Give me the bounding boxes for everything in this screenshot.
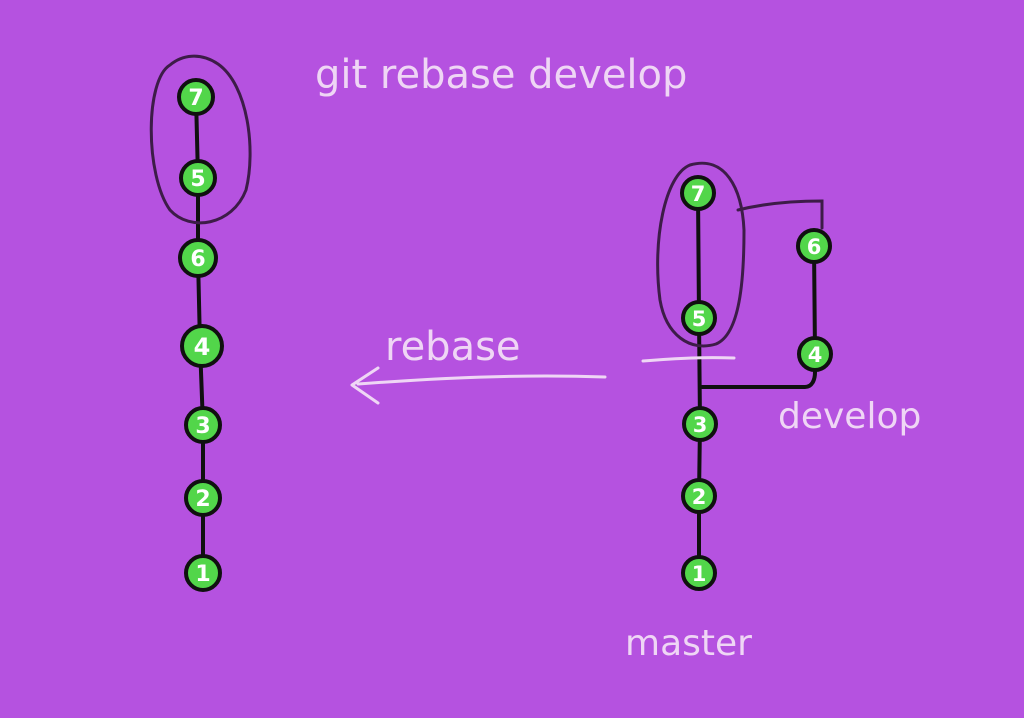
- master-branch-label: master: [625, 623, 752, 664]
- develop-commit-6: 6: [796, 228, 832, 264]
- commit-label: 2: [195, 487, 210, 512]
- right-commit-5: 5: [681, 300, 717, 336]
- cut-marker-line: [641, 356, 736, 363]
- diagram-title: git rebase develop: [315, 52, 687, 98]
- left-commit-7: 7: [177, 78, 215, 116]
- commit-label: 6: [807, 235, 822, 259]
- commit-label: 4: [194, 333, 211, 361]
- commit-label: 3: [693, 413, 708, 437]
- right-commit-graph: 7 5 3 2 1 6 4 develop master: [625, 161, 921, 664]
- commit-label: 1: [692, 562, 707, 586]
- right-commit-2: 2: [681, 478, 717, 514]
- develop-branch-connector: [700, 244, 817, 389]
- commit-label: 3: [195, 414, 210, 439]
- left-arrowhead-icon: [350, 366, 380, 405]
- left-selection-ellipse: [149, 54, 252, 225]
- left-commit-graph: 7 5 6 4 3 2 1: [149, 54, 252, 592]
- rebase-arrow-label: rebase: [385, 324, 521, 370]
- commit-label: 7: [691, 182, 706, 206]
- left-commit-5: 5: [179, 159, 217, 197]
- right-commit-1: 1: [681, 555, 717, 591]
- left-commit-6: 6: [178, 238, 218, 278]
- left-commit-4: 4: [180, 324, 224, 368]
- develop-commit-4: 4: [797, 336, 833, 372]
- commit-label: 5: [190, 167, 205, 192]
- rebase-arrow-group: rebase: [350, 324, 607, 405]
- master-edge-line: [696, 191, 703, 575]
- commit-label: 4: [808, 343, 823, 367]
- commit-label: 1: [195, 562, 210, 587]
- rebase-arrow-line: [356, 374, 607, 386]
- copy-bracket: [736, 199, 824, 230]
- commit-label: 5: [692, 307, 707, 331]
- left-commit-2: 2: [184, 479, 222, 517]
- commit-label: 6: [190, 247, 205, 272]
- right-commit-7: 7: [680, 175, 716, 211]
- develop-branch-label: develop: [778, 396, 921, 437]
- commit-label: 7: [188, 86, 203, 111]
- right-selection-ellipse: [656, 161, 746, 348]
- left-commit-1: 1: [184, 554, 222, 592]
- right-commit-3: 3: [682, 406, 718, 442]
- commit-label: 2: [692, 485, 707, 509]
- left-commit-3: 3: [184, 406, 222, 444]
